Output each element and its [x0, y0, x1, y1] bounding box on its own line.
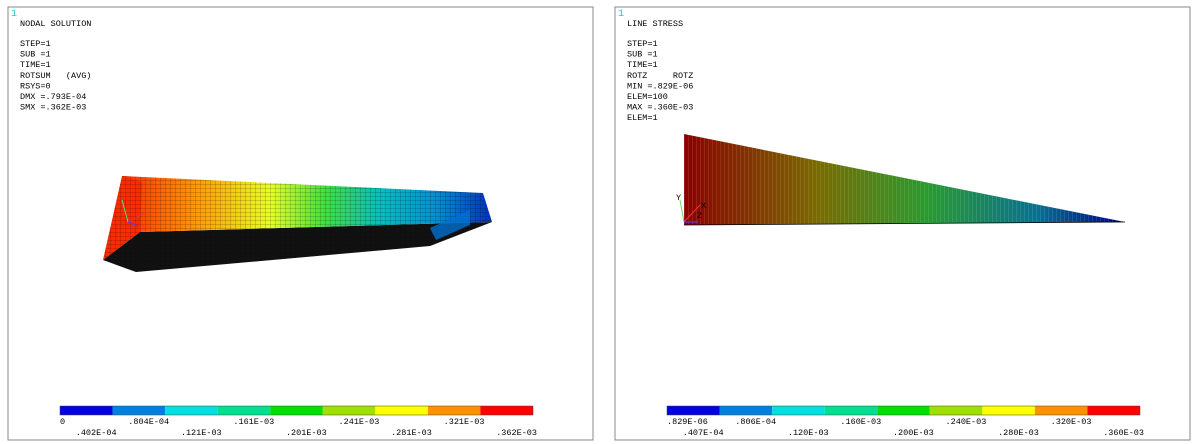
legend-label: .120E-03: [788, 428, 829, 438]
legend-swatch: [165, 406, 218, 415]
info-line: SUB =1: [20, 50, 51, 60]
legend-label: .402E-04: [76, 428, 117, 438]
legend-label: .121E-03: [181, 428, 222, 438]
legend-swatch: [982, 406, 1035, 415]
legend-swatch: [218, 406, 271, 415]
legend-label: .804E-04: [128, 417, 169, 427]
legend-swatch: [825, 406, 878, 415]
legend-swatch: [720, 406, 773, 415]
legend-swatch: [1035, 406, 1088, 415]
legend-label: .321E-03: [444, 417, 485, 427]
axis-label: Y: [676, 193, 681, 203]
legend-swatch: [60, 406, 113, 415]
legend-label: .241E-03: [339, 417, 380, 427]
model-3d: [103, 176, 492, 272]
info-line: TIME=1: [627, 60, 658, 70]
info-line: DMX =.793E-04: [20, 92, 86, 102]
window-number: 1: [11, 9, 17, 20]
info-line: ROTZ ROTZ: [627, 71, 693, 81]
legend-swatch: [877, 406, 930, 415]
legend-label: .240E-03: [946, 417, 987, 427]
info-line: STEP=1: [627, 39, 658, 49]
legend-swatch: [428, 406, 481, 415]
axis-label: X: [701, 201, 706, 211]
legend-label: .281E-03: [391, 428, 432, 438]
plot-title: NODAL SOLUTION: [20, 19, 91, 29]
info-line: RSYS=0: [20, 81, 51, 91]
legend-label: .160E-03: [840, 417, 881, 427]
beam-plot: [684, 134, 1125, 225]
legend-label: .320E-03: [1051, 417, 1092, 427]
legend-swatch: [323, 406, 376, 415]
plot-title: LINE STRESS: [627, 19, 683, 29]
legend-label: .829E-06: [667, 417, 708, 427]
legend-swatch: [480, 406, 533, 415]
legend-swatch: [667, 406, 720, 415]
legend-swatch: [930, 406, 983, 415]
info-line: STEP=1: [20, 39, 51, 49]
info-line: MAX =.360E-03: [627, 103, 693, 113]
legend-label: .407E-04: [683, 428, 724, 438]
info-line: MIN =.829E-06: [627, 81, 693, 91]
legend-label: .200E-03: [893, 428, 934, 438]
legend-swatch: [375, 406, 428, 415]
screenshot: 1NODAL SOLUTIONSTEP=1SUB =1TIME=1ROTSUM …: [0, 0, 1196, 444]
legend-label: .161E-03: [233, 417, 274, 427]
legend-label: .806E-04: [735, 417, 776, 427]
window-number: 1: [618, 9, 624, 20]
legend-swatch: [1087, 406, 1140, 415]
legend-label: .201E-03: [286, 428, 327, 438]
info-line: ELEM=1: [627, 113, 658, 123]
legend-swatch: [270, 406, 323, 415]
legend-label: .280E-03: [998, 428, 1039, 438]
info-line: SUB =1: [627, 50, 658, 60]
info-line: ELEM=100: [627, 92, 668, 102]
legend-label: .360E-03: [1103, 428, 1144, 438]
axis-label: Z: [697, 211, 702, 221]
legend-swatch: [113, 406, 166, 415]
info-line: TIME=1: [20, 60, 51, 70]
info-line: SMX =.362E-03: [20, 103, 86, 113]
info-line: ROTSUM (AVG): [20, 71, 91, 81]
legend-label: 0: [60, 417, 65, 427]
legend-label: .362E-03: [496, 428, 537, 438]
legend-swatch: [772, 406, 825, 415]
